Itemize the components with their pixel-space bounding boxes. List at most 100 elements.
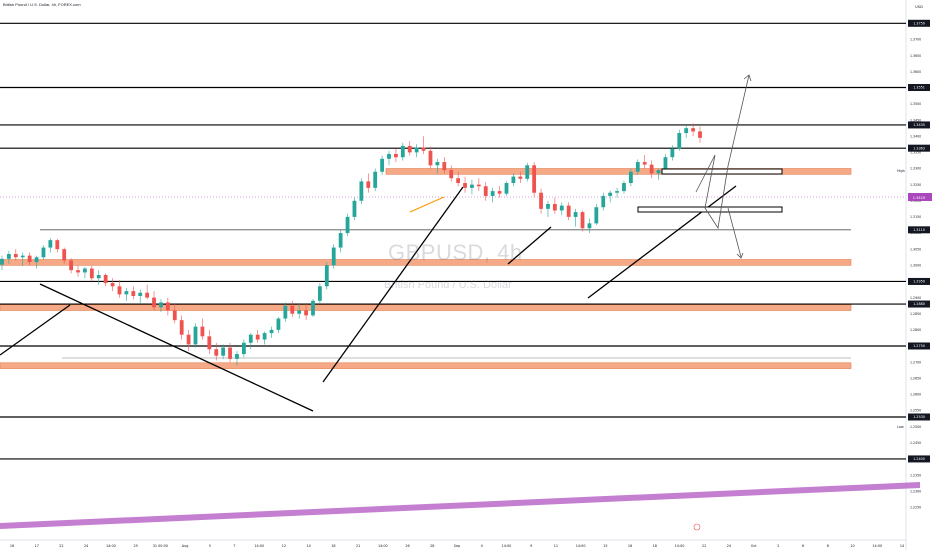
candle-body — [677, 133, 682, 149]
level-badge-label: 1.3435 — [913, 123, 925, 127]
candle-body — [124, 291, 129, 295]
candle-body — [373, 171, 378, 188]
current-price-badge: 1.3419 — [913, 196, 926, 200]
resistance-box-upper[interactable] — [661, 168, 783, 175]
price-tick-label: 1.3350 — [910, 151, 921, 155]
price-tick-label: 1.3050 — [910, 247, 921, 251]
price-tick-label: 1.2600 — [910, 393, 921, 397]
candle-body — [691, 128, 695, 132]
projection-up-arrowhead — [743, 74, 752, 82]
time-tick-label: Aug — [182, 544, 189, 548]
candle-body — [463, 183, 467, 188]
price-tick-label: 1.2350 — [910, 473, 921, 477]
time-tick-label: 24 — [84, 544, 88, 548]
level-badge-bg — [908, 84, 930, 92]
candle-body — [649, 164, 654, 174]
level-badge-label: 1.3363 — [913, 146, 925, 150]
level-badge-label: 1.2950 — [913, 280, 925, 284]
level-badge-bg — [908, 455, 930, 463]
candle-body — [41, 247, 46, 258]
candle-body — [338, 233, 343, 248]
candle-body — [159, 302, 163, 308]
time-tick-label: 18 — [331, 544, 335, 548]
time-tick-label: 14:00 — [106, 544, 116, 548]
level-badge-label: 1.2750 — [913, 344, 925, 348]
price-tick-label: 1.2500 — [910, 425, 921, 429]
candle-body — [304, 310, 308, 316]
candle-body — [608, 192, 613, 196]
candle-body — [117, 286, 122, 295]
candle-body — [62, 249, 67, 261]
time-tick-label: 17 — [35, 544, 39, 548]
level-badge-bg — [908, 144, 930, 152]
candle-body — [601, 195, 606, 208]
time-tick-label: 18 — [653, 544, 657, 548]
event-marker-icon[interactable] — [693, 523, 701, 531]
time-axis[interactable]: 16 17 22 24 14:00 29 31 00:00 Aug 5 7 14:00 12 14 18 2… — [10, 544, 904, 548]
supply-demand-zone — [385, 168, 852, 175]
candle-body — [566, 205, 571, 217]
supply-demand-zone — [0, 362, 852, 369]
symbol-title: British Pound / U.S. Dollar, 4h, FOREX.c… — [3, 2, 81, 7]
price-tick-label: 1.3500 — [910, 102, 921, 106]
time-tick-label: 16 — [628, 544, 632, 548]
resistance-box-lower[interactable] — [637, 206, 783, 213]
level-badge-bg — [908, 277, 930, 285]
level-badge-label: 1.2530 — [913, 415, 925, 419]
price-tick-label: 1.3700 — [910, 38, 921, 42]
ticker-watermark: GBPUSD, 4h — [388, 240, 523, 265]
corner-label: USD — [915, 5, 923, 9]
candle-body — [642, 162, 647, 165]
time-tick-label: Oct — [751, 544, 758, 548]
time-tick-label: 22 — [59, 544, 63, 548]
candle-body — [165, 302, 170, 311]
candle-body — [546, 204, 550, 209]
price-tick-label: 1.2300 — [910, 489, 921, 493]
candle-body — [698, 131, 702, 138]
candle-body — [145, 292, 150, 298]
candle-body — [476, 184, 481, 187]
level-badge-label: 1.3750 — [913, 21, 925, 25]
price-tick-label: 1.2550 — [910, 409, 921, 413]
price-tick-label: 1.2800 — [910, 328, 921, 332]
time-tick-label: 10 — [850, 544, 854, 548]
candle-body — [83, 268, 87, 273]
time-tick-label: 14:00 — [254, 544, 264, 548]
low-marker: Low — [897, 425, 904, 429]
candle-body — [449, 170, 454, 179]
price-tick-label: 1.2700 — [910, 360, 921, 364]
price-tick-label: 1.3600 — [910, 70, 921, 74]
candle-body — [456, 178, 461, 184]
candle-body — [172, 310, 177, 321]
price-tick-label: 1.2900 — [910, 296, 921, 300]
time-tick-label: 6 — [802, 544, 804, 548]
price-tick-label: 1.3300 — [910, 167, 921, 171]
time-tick-label: 14:00 — [576, 544, 586, 548]
candle-body — [628, 171, 633, 184]
price-axis[interactable]: 1.37001.36501.36001.35501.35001.34501.34… — [908, 19, 930, 510]
time-tick-label: 14:00 — [502, 544, 512, 548]
price-tick-label: 1.3250 — [910, 183, 921, 187]
price-tick-label: 1.3650 — [910, 54, 921, 58]
price-tick-label: 1.2850 — [910, 312, 921, 316]
supply-demand-zone — [0, 259, 852, 266]
candle-body — [559, 205, 564, 211]
trendline-rally — [322, 186, 464, 383]
candle-body — [0, 258, 4, 265]
time-tick-label: 29 — [133, 544, 137, 548]
current-price-badge-bg — [908, 193, 932, 201]
candle-body — [248, 334, 253, 343]
candle-body — [635, 162, 640, 172]
candle-body — [69, 260, 74, 271]
candle-body — [580, 212, 585, 229]
candle-body — [380, 158, 384, 172]
candle-body — [76, 270, 80, 273]
candle-body — [235, 354, 239, 359]
time-tick-label: 12 — [282, 544, 286, 548]
candle-body — [663, 157, 668, 171]
candle-body — [7, 254, 11, 259]
candle-body — [324, 265, 329, 287]
time-tick-label: 16 — [10, 544, 14, 548]
